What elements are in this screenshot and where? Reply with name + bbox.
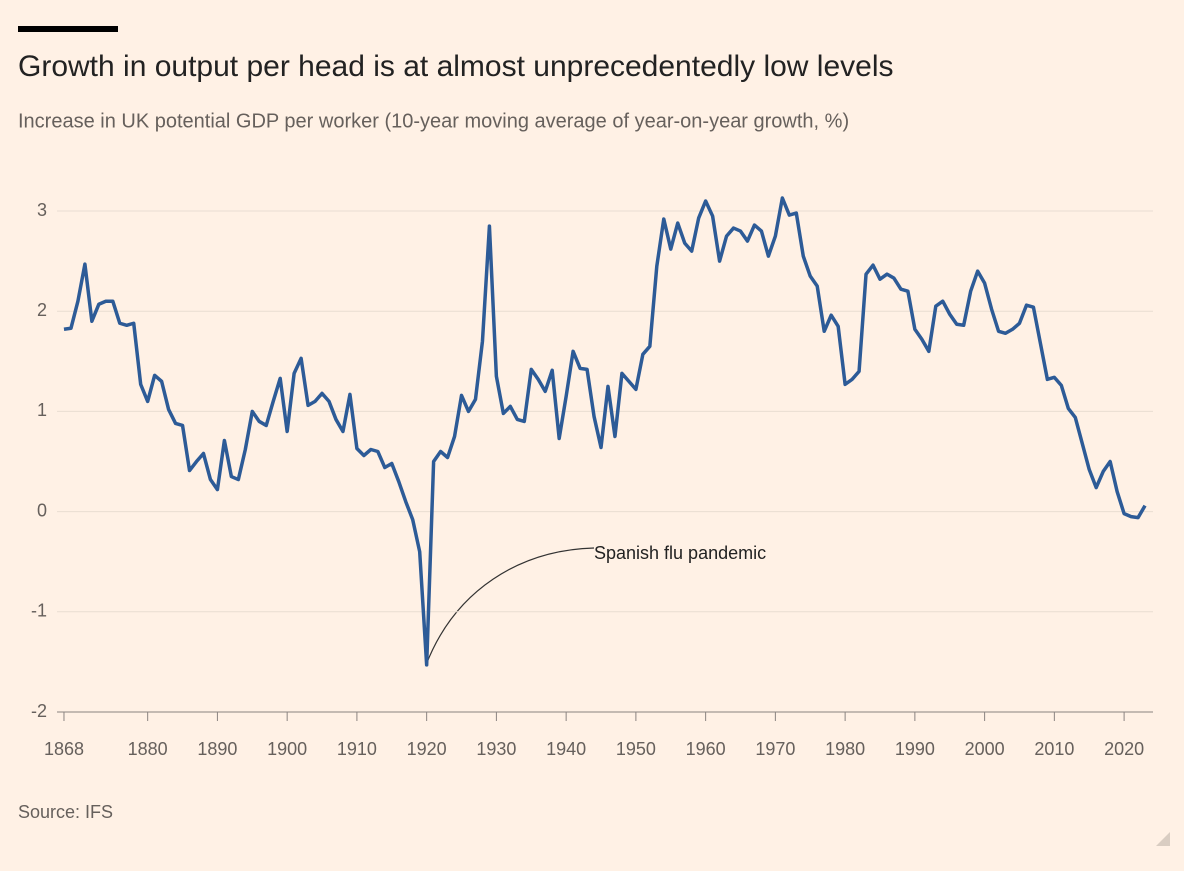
y-tick-label: 0 — [37, 500, 47, 520]
x-tick-label: 1868 — [44, 739, 84, 759]
x-tick-label: 1930 — [476, 739, 516, 759]
x-tick-label: 1970 — [755, 739, 795, 759]
brand-bar — [18, 26, 118, 32]
y-tick-label: 3 — [37, 200, 47, 220]
x-tick-label: 2010 — [1034, 739, 1074, 759]
x-tick-label: 1980 — [825, 739, 865, 759]
x-tick-label: 1940 — [546, 739, 586, 759]
annotation-connector — [425, 547, 595, 666]
data-line — [63, 196, 1147, 667]
y-tick-label: -1 — [31, 601, 47, 621]
x-tick-label: 1890 — [197, 739, 237, 759]
y-tick-label: 1 — [37, 400, 47, 420]
x-tick-label: 2020 — [1104, 739, 1144, 759]
x-tick-label: 1880 — [128, 739, 168, 759]
x-tick-label: 1950 — [616, 739, 656, 759]
y-tick-label: -2 — [31, 701, 47, 721]
x-tick-label: 1960 — [686, 739, 726, 759]
chart-subtitle: Increase in UK potential GDP per worker … — [18, 110, 849, 132]
x-tick-label: 1920 — [407, 739, 447, 759]
x-tick-label: 1900 — [267, 739, 307, 759]
source: Source: IFS — [18, 802, 113, 822]
x-tick-label: 2000 — [965, 739, 1005, 759]
y-tick-label: 2 — [37, 300, 47, 320]
annotation: Spanish flu pandemic — [594, 543, 766, 563]
chart-title: Growth in output per head is at almost u… — [18, 50, 894, 83]
resize-handle — [1156, 832, 1170, 846]
x-tick-label: 1990 — [895, 739, 935, 759]
x-tick-label: 1910 — [337, 739, 377, 759]
